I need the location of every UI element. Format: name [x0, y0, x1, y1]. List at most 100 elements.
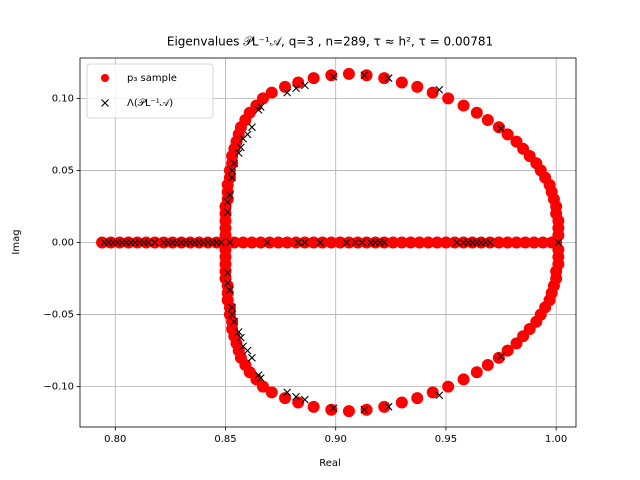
x-marker	[384, 74, 393, 83]
x-marker	[256, 374, 265, 382]
point	[360, 236, 373, 249]
legend: p₃ sample Λ(𝒫L⁻¹𝒜)	[86, 63, 214, 119]
point	[351, 236, 364, 249]
x-marker	[380, 238, 389, 247]
x-tick-label: 0.80	[104, 434, 126, 445]
point	[281, 236, 294, 249]
point	[470, 366, 483, 379]
x-marker	[217, 238, 225, 247]
x-marker	[263, 238, 272, 247]
grid: 0.80 0.85 0.90 0.95 1.00 −0.10 −0.05 0.00 0.05 0.…	[43, 58, 576, 445]
point	[442, 92, 455, 105]
x-marker	[283, 88, 292, 97]
point	[501, 128, 514, 141]
x-tick-label: 0.85	[214, 434, 236, 445]
x-marker	[329, 72, 338, 81]
x-marker	[300, 238, 309, 247]
point	[457, 99, 470, 112]
x-marker	[329, 404, 338, 413]
point	[510, 135, 523, 148]
point	[279, 80, 292, 93]
point	[292, 396, 305, 409]
point	[290, 236, 303, 249]
x-marker	[243, 130, 252, 139]
x-marker	[497, 124, 505, 133]
x-marker	[230, 317, 239, 326]
y-tick-label: 0.05	[52, 165, 74, 176]
plot-area	[96, 67, 565, 418]
point	[395, 236, 408, 249]
point	[510, 236, 523, 249]
x-marker	[300, 395, 309, 404]
x-marker	[144, 238, 153, 247]
x-marker	[497, 352, 505, 361]
point	[292, 76, 305, 89]
point	[237, 236, 250, 249]
point	[536, 236, 549, 249]
x-marker	[292, 392, 300, 401]
x-marker	[248, 353, 256, 362]
x-marker	[256, 103, 265, 111]
point	[431, 236, 444, 249]
point	[395, 396, 408, 409]
x-axis-label: Real	[319, 458, 341, 469]
point	[360, 69, 373, 82]
x-marker	[248, 123, 256, 132]
x-marker	[300, 81, 309, 90]
x-marker	[435, 85, 444, 94]
y-tick-label: 0.10	[52, 93, 74, 104]
point	[457, 373, 470, 386]
point	[413, 236, 426, 249]
x-marker	[243, 346, 252, 355]
point	[307, 72, 320, 85]
point	[378, 72, 391, 85]
x-marker	[228, 310, 236, 319]
point	[501, 344, 514, 357]
x-marker	[234, 327, 243, 336]
y-axis-label: Imag	[11, 229, 22, 254]
point	[481, 359, 494, 372]
x-marker	[223, 278, 232, 287]
x-marker	[554, 238, 563, 247]
point	[360, 403, 373, 416]
legend-symbol	[101, 74, 109, 82]
point	[442, 380, 455, 393]
point	[342, 405, 355, 418]
point	[316, 236, 329, 249]
x-marker	[294, 238, 303, 247]
legend-label: Λ(𝒫L⁻¹𝒜)	[127, 98, 173, 109]
x-marker	[226, 191, 234, 199]
point	[422, 236, 435, 249]
point	[342, 67, 355, 80]
x-marker	[223, 268, 232, 277]
x-marker	[283, 388, 292, 397]
x-marker	[486, 238, 494, 247]
point	[279, 392, 292, 405]
x-marker	[223, 208, 232, 217]
x-marker	[230, 159, 239, 168]
x-marker	[453, 238, 461, 247]
legend-label: p₃ sample	[127, 73, 177, 84]
point	[470, 106, 483, 119]
x-marker	[360, 71, 369, 80]
x-marker	[226, 238, 234, 247]
point	[272, 236, 285, 249]
axes-frame	[79, 57, 577, 428]
x-marker	[101, 99, 109, 107]
point	[545, 236, 558, 249]
x-marker	[351, 238, 360, 247]
x-tick-label: 0.95	[435, 434, 457, 445]
x-marker	[358, 238, 367, 247]
x-marker	[384, 402, 393, 411]
point	[510, 337, 523, 350]
x-marker	[228, 166, 236, 175]
point	[519, 236, 532, 249]
x-marker	[228, 303, 236, 312]
x-marker	[237, 333, 245, 342]
x-marker	[435, 391, 444, 400]
point	[219, 236, 232, 249]
legend-box	[86, 63, 214, 119]
point	[378, 400, 391, 413]
point	[307, 400, 320, 413]
